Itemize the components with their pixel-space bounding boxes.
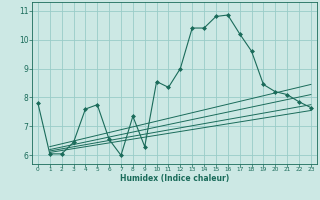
X-axis label: Humidex (Indice chaleur): Humidex (Indice chaleur) bbox=[120, 174, 229, 183]
